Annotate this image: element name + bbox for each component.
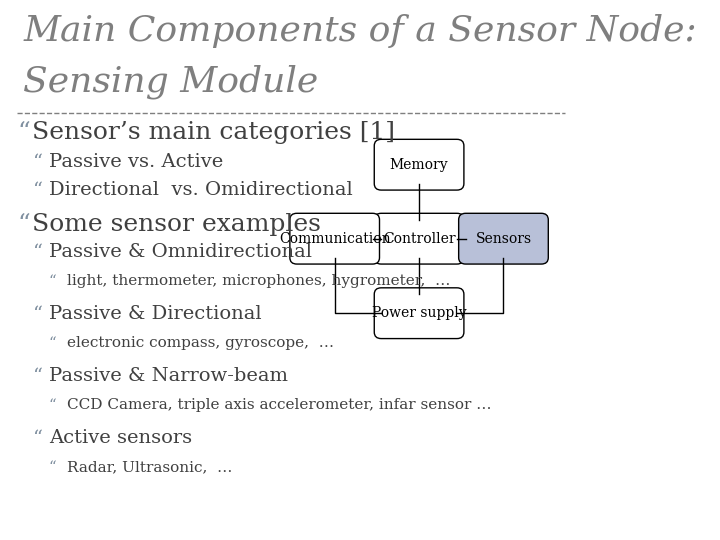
Text: Power supply: Power supply <box>372 306 467 320</box>
Text: Sensor’s main categories [1]: Sensor’s main categories [1] <box>32 121 395 144</box>
Text: Passive vs. Active: Passive vs. Active <box>50 153 224 171</box>
Text: “: “ <box>33 153 43 171</box>
Text: Passive & Narrow-beam: Passive & Narrow-beam <box>50 367 289 386</box>
Text: Directional  vs. Omidirectional: Directional vs. Omidirectional <box>50 181 354 199</box>
Text: “: “ <box>48 274 56 288</box>
Text: “: “ <box>33 367 43 386</box>
Text: Controller: Controller <box>383 232 455 246</box>
Text: “: “ <box>33 181 43 199</box>
FancyBboxPatch shape <box>290 213 379 264</box>
Text: Sensing Module: Sensing Module <box>23 65 318 99</box>
Text: “: “ <box>48 336 56 350</box>
Text: “: “ <box>33 243 43 261</box>
FancyBboxPatch shape <box>374 288 464 339</box>
Text: “: “ <box>17 121 30 144</box>
Text: “: “ <box>48 398 56 412</box>
Text: Passive & Omnidirectional: Passive & Omnidirectional <box>50 243 312 261</box>
Text: Sensors: Sensors <box>475 232 531 246</box>
Text: “: “ <box>17 213 30 235</box>
Text: Passive & Directional: Passive & Directional <box>50 305 262 323</box>
FancyBboxPatch shape <box>374 213 464 264</box>
Text: Communication: Communication <box>279 232 390 246</box>
Text: “: “ <box>33 305 43 323</box>
Text: Memory: Memory <box>390 158 449 172</box>
Text: Radar, Ultrasonic,  …: Radar, Ultrasonic, … <box>67 460 233 474</box>
Text: Active sensors: Active sensors <box>50 429 192 448</box>
FancyBboxPatch shape <box>459 213 549 264</box>
Text: Some sensor examples: Some sensor examples <box>32 213 321 235</box>
Text: electronic compass, gyroscope,  …: electronic compass, gyroscope, … <box>67 336 334 350</box>
FancyBboxPatch shape <box>374 139 464 190</box>
Text: CCD Camera, triple axis accelerometer, infar sensor …: CCD Camera, triple axis accelerometer, i… <box>67 398 492 412</box>
Text: “: “ <box>48 460 56 474</box>
Text: “: “ <box>33 429 43 448</box>
Text: Main Components of a Sensor Node:: Main Components of a Sensor Node: <box>23 14 697 48</box>
Text: light, thermometer, microphones, hygrometer,  …: light, thermometer, microphones, hygrome… <box>67 274 450 288</box>
